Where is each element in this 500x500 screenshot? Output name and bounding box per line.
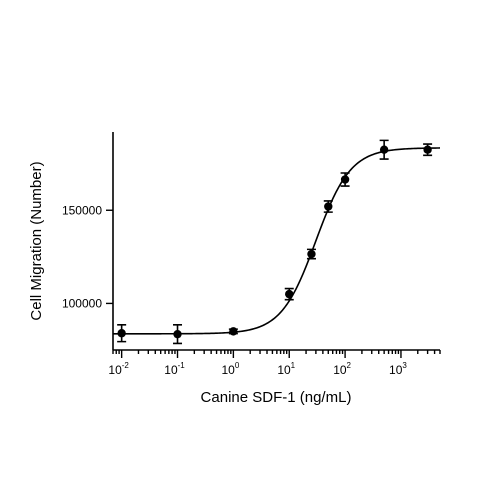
data-point	[285, 289, 294, 299]
data-point	[340, 175, 350, 184]
x-minor-ticks	[112, 350, 441, 354]
fit-curve	[113, 147, 441, 335]
x-tick-label: 100	[221, 361, 239, 377]
x-tick-exponent: 2	[347, 361, 352, 370]
x-tick-label: 10-2	[108, 361, 129, 377]
data-point	[173, 329, 182, 339]
data-points	[117, 145, 432, 339]
y-ticks: 100000 150000	[62, 203, 113, 310]
x-tick-exponent: -1	[178, 361, 186, 370]
data-point	[324, 202, 333, 211]
data-point	[423, 145, 432, 154]
y-axis-label: Cell Migration (Number)	[28, 161, 45, 320]
y-tick-label: 100000	[62, 296, 102, 310]
data-point	[229, 327, 238, 336]
x-tick-exponent: 0	[235, 361, 240, 370]
error-bars	[117, 139, 433, 345]
x-tick-exponent: 1	[291, 361, 296, 370]
data-point	[117, 329, 126, 338]
x-tick-label: 103	[389, 361, 407, 377]
x-tick-label: 102	[333, 361, 351, 377]
x-axis-label: Canine SDF-1 (ng/mL)	[201, 389, 352, 406]
x-major-ticks: 10-2 10-1 100 101 102 103	[108, 350, 407, 377]
x-tick-label: 101	[277, 361, 295, 377]
x-tick-label: 10-1	[164, 361, 185, 377]
y-tick-label: 150000	[62, 203, 102, 217]
data-point	[379, 145, 389, 154]
x-tick-exponent: 3	[402, 361, 407, 370]
data-point	[307, 249, 316, 259]
x-tick-exponent: -2	[122, 361, 130, 370]
